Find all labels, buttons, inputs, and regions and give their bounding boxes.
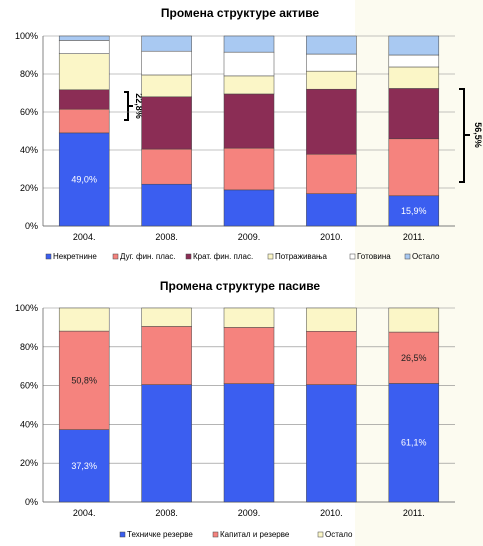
- chart1-y-tick-label: 60%: [20, 107, 38, 117]
- chart1-bar-segment: [388, 54, 440, 68]
- chart1-bar-segment: [58, 40, 110, 54]
- chart2-y-tick-label: 60%: [20, 381, 38, 391]
- chart1-y-tick-label: 0%: [25, 221, 38, 231]
- chart1-legend-swatch: [404, 253, 411, 260]
- chart1-bar-segment: [223, 189, 275, 227]
- chart1-bar-segment: [306, 35, 357, 55]
- chart2-legend-swatch: [119, 531, 126, 538]
- annotation-22-8: 22,8%: [134, 93, 144, 119]
- chart2-title: Промена структуре пасиве: [160, 279, 321, 293]
- chart2-bar-segment: [306, 307, 357, 332]
- chart2-bar-segment: [388, 331, 440, 384]
- chart1-bar-segment: [141, 50, 192, 76]
- chart2-legend-label: Техничке резерве: [127, 530, 193, 539]
- chart2-y-tick-label: 80%: [20, 342, 38, 352]
- chart1-bar-segment: [141, 74, 192, 98]
- chart1-data-label: 15,9%: [401, 206, 427, 216]
- chart1-x-tick-label: 2011.: [403, 232, 425, 242]
- chart1-legend-label: Дуг. фин. плас.: [120, 252, 176, 261]
- chart1-bar-segment: [58, 35, 110, 41]
- chart2-bar-segment: [58, 307, 110, 332]
- chart2-bar-segment: [58, 429, 110, 503]
- chart2-bar-segment: [141, 307, 192, 327]
- chart1-bar-segment: [58, 132, 110, 227]
- chart1-bar-segment: [388, 138, 440, 197]
- chart1-bar-segment: [141, 148, 192, 185]
- chart1-legend-label: Крат. фин. плас.: [193, 252, 253, 261]
- chart2-bar-segment: [306, 331, 357, 385]
- chart2-bar-segment: [388, 383, 440, 503]
- chart2-data-label: 61,1%: [401, 438, 427, 448]
- chart2-bar-segment: [223, 307, 275, 328]
- chart1-y-tick-label: 100%: [15, 31, 38, 41]
- chart1-bar-segment: [306, 53, 357, 72]
- chart1-y-tick-label: 40%: [20, 145, 38, 155]
- chart1-legend-swatch: [267, 253, 274, 260]
- chart1-bar-segment: [223, 51, 275, 77]
- chart1-bar-segment: [223, 147, 275, 191]
- chart2-x-tick-label: 2004.: [73, 508, 96, 518]
- chart1-x-tick-label: 2010.: [320, 232, 343, 242]
- chart1-bar-segment: [388, 35, 440, 56]
- chart1-legend-swatch: [112, 253, 119, 260]
- chart2-y-tick-label: 40%: [20, 419, 38, 429]
- bracket-56-5: [459, 88, 470, 183]
- chart1-bar-segment: [306, 70, 357, 90]
- chart2-legend-label: Капитал и резерве: [220, 530, 290, 539]
- chart1-legend-label: Готовина: [357, 252, 391, 261]
- chart1-legend-swatch: [185, 253, 192, 260]
- chart2-bar-segment: [388, 307, 440, 333]
- chart1-legend-swatch: [349, 253, 356, 260]
- chart2-data-label: 37,3%: [71, 461, 97, 471]
- chart2-data-label: 50,8%: [71, 375, 97, 385]
- chart2-y-tick-label: 0%: [25, 497, 38, 507]
- chart1-legend-label: Потраживања: [275, 252, 328, 261]
- chart2-x-tick-label: 2010.: [320, 508, 343, 518]
- chart2-y-tick-label: 100%: [15, 303, 38, 313]
- chart2-legend-swatch: [212, 531, 219, 538]
- chart2-x-tick-label: 2009.: [238, 508, 261, 518]
- chart2-legend-swatch: [317, 531, 324, 538]
- chart1-bar-segment: [58, 108, 110, 134]
- chart2-x-tick-label: 2011.: [403, 508, 425, 518]
- chart2-y-tick-label: 20%: [20, 458, 38, 468]
- chart2-bar-segment: [223, 327, 275, 384]
- chart1-x-tick-label: 2008.: [155, 232, 178, 242]
- chart2-bar-segment: [58, 330, 110, 430]
- chart-marks: 0% 20% 40% 60% 80% 100% 2004. 2008. 2009. 2010. 20…: [15, 31, 455, 539]
- annotation-56-5: 56,5%: [473, 122, 483, 148]
- chart2-bar-segment: [141, 384, 192, 503]
- chart1-legend-label: Некретнине: [53, 252, 97, 261]
- chart1-bar-segment: [141, 35, 192, 52]
- chart2-bar-segment: [141, 326, 192, 385]
- chart1-bar-segment: [388, 195, 440, 227]
- chart1-legend-swatch: [45, 253, 52, 260]
- bracket-22-8: [124, 91, 133, 121]
- chart1-bar-segment: [223, 75, 275, 95]
- chart1-bar-segment: [306, 153, 357, 194]
- chart1-y-tick-label: 80%: [20, 69, 38, 79]
- chart1-data-label: 49,0%: [71, 174, 97, 184]
- chart1-bar-segment: [223, 93, 275, 149]
- chart1-x-tick-label: 2009.: [238, 232, 261, 242]
- chart1-x-tick-label: 2004.: [73, 232, 96, 242]
- chart2-bar-segment: [223, 383, 275, 503]
- chart1-bar-segment: [388, 88, 440, 140]
- chart1-legend-label: Остало: [412, 252, 440, 261]
- chart1-bar-segment: [388, 66, 440, 89]
- chart1-y-tick-label: 20%: [20, 183, 38, 193]
- chart1-bar-segment: [141, 183, 192, 227]
- chart2-x-tick-label: 2008.: [155, 508, 178, 518]
- chart1-bar-segment: [306, 88, 357, 155]
- chart2-data-label: 26,5%: [401, 353, 427, 363]
- chart1-bar-segment: [58, 89, 110, 110]
- chart2-legend-label: Остало: [325, 530, 353, 539]
- chart1-bar-segment: [141, 96, 192, 150]
- chart1-bar-segment: [58, 53, 110, 91]
- chart2-bar-segment: [306, 384, 357, 503]
- chart1-title: Промена структуре активе: [161, 6, 320, 20]
- chart1-bar-segment: [223, 35, 275, 53]
- chart1-bar-segment: [306, 193, 357, 227]
